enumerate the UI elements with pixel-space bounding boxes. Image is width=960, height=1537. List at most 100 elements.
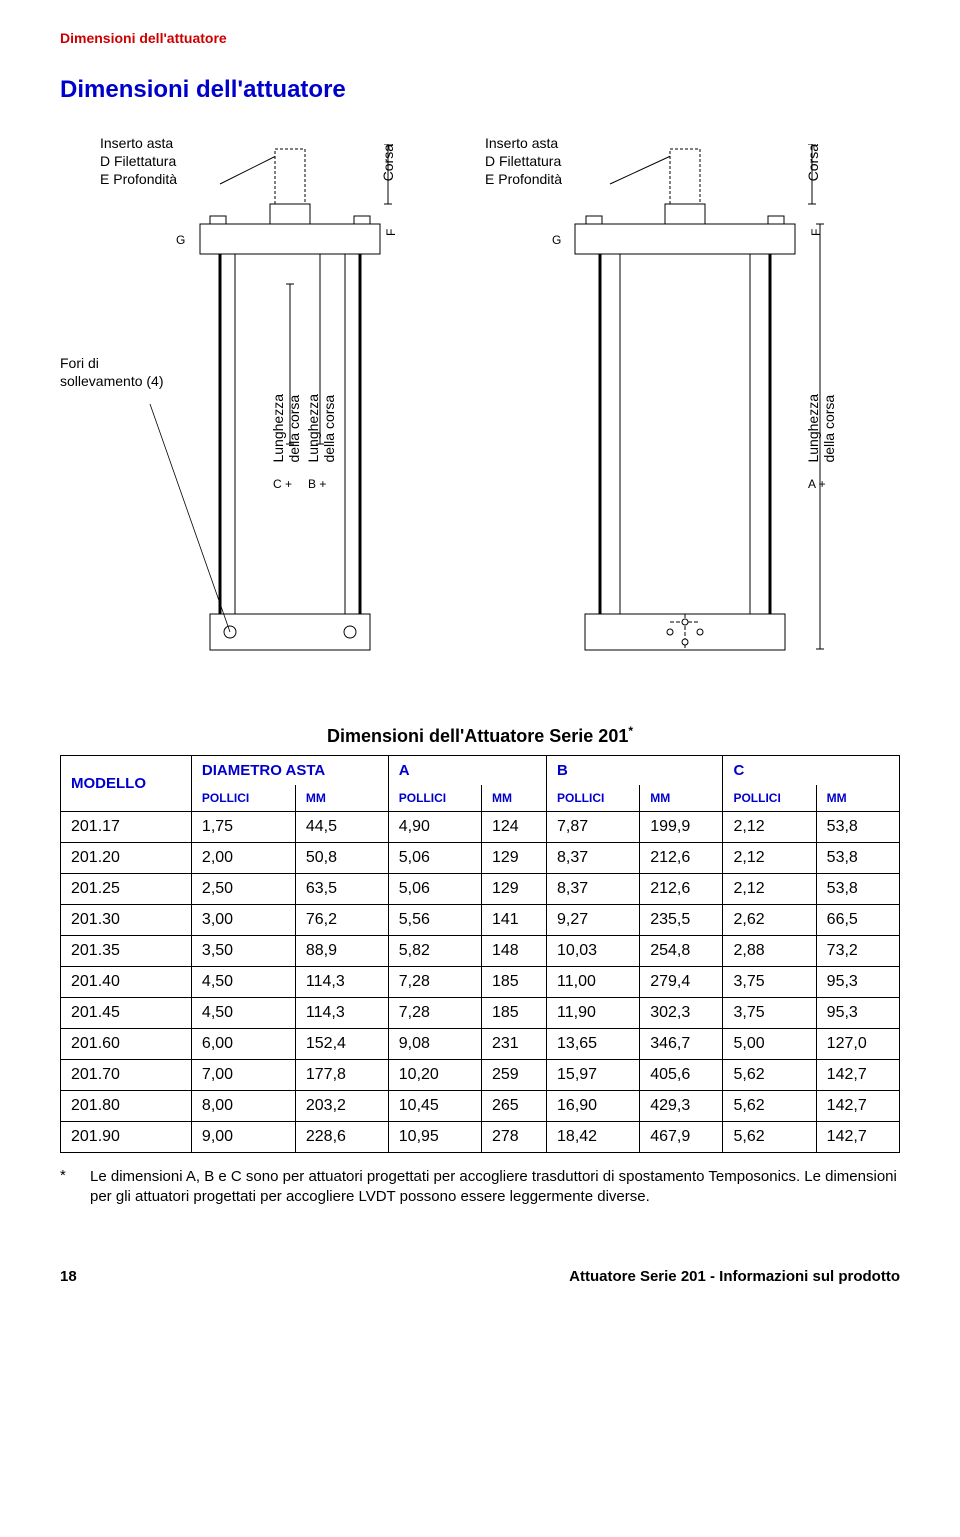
- table-row: 201.202,0050,85,061298,37212,62,1253,8: [61, 843, 900, 874]
- table-cell: 4,50: [191, 967, 295, 998]
- table-cell: 9,08: [388, 1029, 481, 1060]
- table-cell: 13,65: [547, 1029, 640, 1060]
- dim-c-prefix: C +: [273, 477, 292, 493]
- table-cell: 228,6: [295, 1122, 388, 1153]
- table-cell: 199,9: [640, 812, 723, 843]
- table-cell: 129: [481, 874, 546, 905]
- table-cell: 235,5: [640, 905, 723, 936]
- footnote-marker: *: [60, 1167, 90, 1208]
- table-title: Dimensioni dell'Attuatore Serie 201*: [60, 724, 900, 747]
- table-cell: 201.60: [61, 1029, 192, 1060]
- sub-in-3: POLLICI: [547, 785, 640, 812]
- table-cell: 9,00: [191, 1122, 295, 1153]
- table-cell: 254,8: [640, 936, 723, 967]
- table-cell: 201.70: [61, 1060, 192, 1091]
- sub-mm-1: MM: [295, 785, 388, 812]
- table-cell: 8,37: [547, 843, 640, 874]
- table-cell: 5,06: [388, 843, 481, 874]
- sub-in-4: POLLICI: [723, 785, 816, 812]
- table-cell: 141: [481, 905, 546, 936]
- table-cell: 185: [481, 998, 546, 1029]
- footnote: * Le dimensioni A, B e C sono per attuat…: [60, 1167, 900, 1208]
- table-cell: 467,9: [640, 1122, 723, 1153]
- table-cell: 201.80: [61, 1091, 192, 1122]
- table-cell: 278: [481, 1122, 546, 1153]
- table-cell: 201.90: [61, 1122, 192, 1153]
- table-cell: 142,7: [816, 1060, 899, 1091]
- table-cell: 5,62: [723, 1122, 816, 1153]
- table-cell: 2,12: [723, 874, 816, 905]
- table-cell: 231: [481, 1029, 546, 1060]
- table-cell: 10,45: [388, 1091, 481, 1122]
- len-stroke-b: Lunghezza della corsa: [305, 394, 337, 463]
- dim-a-prefix: A +: [808, 477, 826, 493]
- table-row: 201.707,00177,810,2025915,97405,65,62142…: [61, 1060, 900, 1091]
- table-cell: 7,28: [388, 998, 481, 1029]
- table-cell: 114,3: [295, 998, 388, 1029]
- col-c: C: [723, 756, 900, 786]
- table-row: 201.252,5063,55,061298,37212,62,1253,8: [61, 874, 900, 905]
- table-row: 201.404,50114,37,2818511,00279,43,7595,3: [61, 967, 900, 998]
- table-cell: 76,2: [295, 905, 388, 936]
- table-cell: 3,00: [191, 905, 295, 936]
- table-cell: 148: [481, 936, 546, 967]
- table-cell: 88,9: [295, 936, 388, 967]
- table-row: 201.353,5088,95,8214810,03254,82,8873,2: [61, 936, 900, 967]
- col-diameter-label: DIAMETRO ASTA: [202, 762, 325, 779]
- actuator-drawing-right: G F: [520, 144, 840, 664]
- table-cell: 2,12: [723, 843, 816, 874]
- table-cell: 2,12: [723, 812, 816, 843]
- table-row: 201.171,7544,54,901247,87199,92,1253,8: [61, 812, 900, 843]
- table-cell: 9,27: [547, 905, 640, 936]
- table-row: 201.909,00228,610,9527818,42467,95,62142…: [61, 1122, 900, 1153]
- table-cell: 7,87: [547, 812, 640, 843]
- table-cell: 95,3: [816, 967, 899, 998]
- table-cell: 11,00: [547, 967, 640, 998]
- table-cell: 201.30: [61, 905, 192, 936]
- table-cell: 53,8: [816, 843, 899, 874]
- table-cell: 3,75: [723, 967, 816, 998]
- table-cell: 114,3: [295, 967, 388, 998]
- len-stroke-c: Lunghezza della corsa: [270, 394, 302, 463]
- table-cell: 212,6: [640, 874, 723, 905]
- table-cell: 10,95: [388, 1122, 481, 1153]
- len-stroke-a: Lunghezza della corsa: [805, 394, 837, 463]
- table-cell: 11,90: [547, 998, 640, 1029]
- table-cell: 66,5: [816, 905, 899, 936]
- table-cell: 185: [481, 967, 546, 998]
- table-cell: 2,00: [191, 843, 295, 874]
- table-cell: 4,90: [388, 812, 481, 843]
- table-cell: 201.17: [61, 812, 192, 843]
- table-cell: 5,56: [388, 905, 481, 936]
- sub-in-2: POLLICI: [388, 785, 481, 812]
- svg-text:G: G: [552, 233, 561, 247]
- table-cell: 5,82: [388, 936, 481, 967]
- table-cell: 279,4: [640, 967, 723, 998]
- table-cell: 6,00: [191, 1029, 295, 1060]
- table-cell: 5,00: [723, 1029, 816, 1060]
- table-row: 201.303,0076,25,561419,27235,52,6266,5: [61, 905, 900, 936]
- diagram-area: Inserto asta D Filettatura E Profondità …: [60, 134, 900, 694]
- footnote-text: Le dimensioni A, B e C sono per attuator…: [90, 1167, 900, 1208]
- table-cell: 95,3: [816, 998, 899, 1029]
- table-cell: 44,5: [295, 812, 388, 843]
- col-model: MODELLO: [61, 756, 192, 812]
- table-cell: 16,90: [547, 1091, 640, 1122]
- table-cell: 63,5: [295, 874, 388, 905]
- table-cell: 201.40: [61, 967, 192, 998]
- section-title: Dimensioni dell'attuatore: [60, 76, 900, 104]
- table-cell: 73,2: [816, 936, 899, 967]
- table-cell: 1,75: [191, 812, 295, 843]
- footer-right: Attuatore Serie 201 - Informazioni sul p…: [569, 1268, 900, 1285]
- running-head: Dimensioni dell'attuatore: [60, 30, 900, 46]
- svg-text:G: G: [176, 233, 185, 247]
- table-cell: 429,3: [640, 1091, 723, 1122]
- table-cell: 265: [481, 1091, 546, 1122]
- col-model-label: MODELLO: [71, 775, 146, 792]
- table-cell: 201.45: [61, 998, 192, 1029]
- table-cell: 259: [481, 1060, 546, 1091]
- table-cell: 203,2: [295, 1091, 388, 1122]
- table-title-text: Dimensioni dell'Attuatore Serie 201: [327, 726, 628, 746]
- table-cell: 142,7: [816, 1122, 899, 1153]
- table-cell: 8,00: [191, 1091, 295, 1122]
